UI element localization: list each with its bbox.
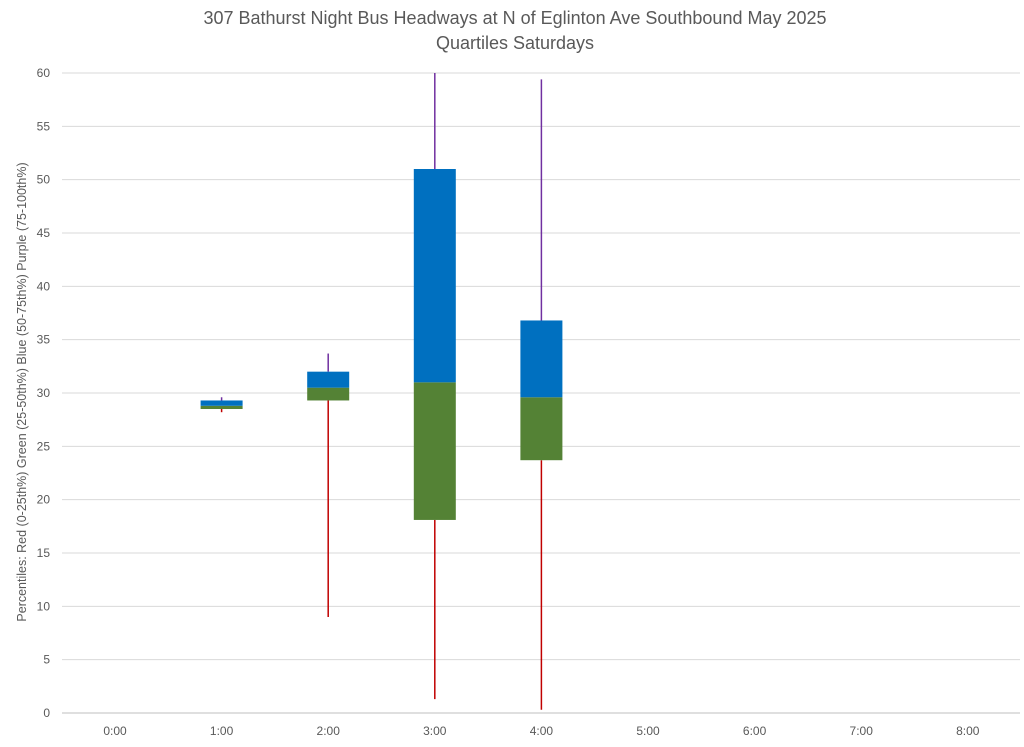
y-tick-label: 55: [37, 119, 51, 133]
y-tick-label: 45: [37, 226, 51, 240]
upper-box: [200, 400, 243, 406]
y-tick-label: 25: [37, 439, 51, 453]
y-tick-label: 15: [37, 546, 51, 560]
x-tick-label: 3:00: [423, 724, 447, 738]
x-tick-label: 6:00: [743, 724, 767, 738]
y-tick-label: 20: [37, 493, 51, 507]
x-tick-label: 0:00: [103, 724, 127, 738]
x-tick-label: 4:00: [530, 724, 554, 738]
upper-box: [520, 320, 563, 398]
upper-box: [307, 371, 350, 388]
lower-box: [520, 397, 563, 461]
lower-box: [307, 387, 350, 401]
x-tick-label: 5:00: [636, 724, 660, 738]
upper-box: [413, 169, 456, 383]
x-tick-label: 1:00: [210, 724, 234, 738]
y-tick-label: 30: [37, 386, 51, 400]
y-tick-label: 50: [37, 173, 51, 187]
y-tick-label: 10: [37, 599, 51, 613]
lower-box: [200, 405, 243, 409]
y-tick-label: 5: [43, 653, 50, 667]
box-2:00: [307, 353, 350, 617]
chart-title: 307 Bathurst Night Bus Headways at N of …: [203, 8, 826, 28]
box-4:00: [520, 79, 563, 710]
y-tick-label: 60: [37, 66, 51, 80]
x-tick-label: 7:00: [850, 724, 874, 738]
box-3:00: [413, 73, 456, 700]
y-axis-label: Percentiles: Red (0-25th%) Green (25-50t…: [15, 162, 29, 621]
chart-subtitle: Quartiles Saturdays: [436, 33, 594, 53]
x-tick-label: 8:00: [956, 724, 980, 738]
y-tick-label: 35: [37, 333, 51, 347]
x-tick-label: 2:00: [317, 724, 341, 738]
y-tick-labels: 0 5 10 15 20 25 30 35 40 45 50 55 60: [37, 66, 51, 720]
boxes: [200, 73, 563, 710]
box-1:00: [200, 397, 243, 413]
lower-box: [413, 382, 456, 520]
y-tick-label: 40: [37, 279, 51, 293]
y-tick-label: 0: [43, 706, 50, 720]
x-tick-labels: 0:00 1:00 2:00 3:00 4:00 5:00 6:00 7:00 8:00: [103, 724, 979, 738]
